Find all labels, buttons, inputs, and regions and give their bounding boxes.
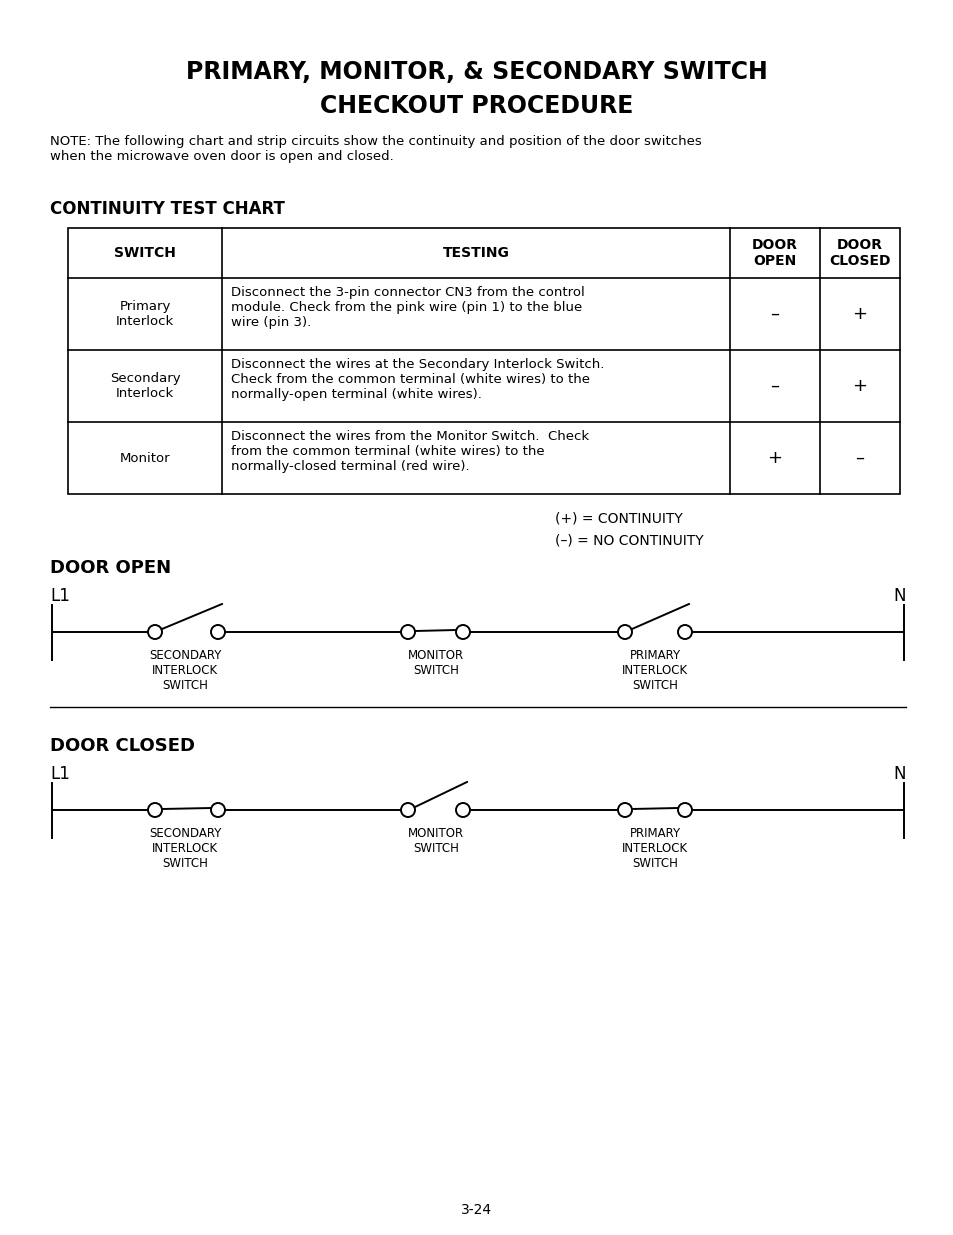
Text: –: – <box>770 305 779 324</box>
Text: SWITCH: SWITCH <box>114 246 175 261</box>
Text: –: – <box>770 377 779 395</box>
Text: DOOR
CLOSED: DOOR CLOSED <box>828 238 890 268</box>
Text: Secondary
Interlock: Secondary Interlock <box>110 372 180 400</box>
Text: +: + <box>852 305 866 324</box>
Text: CONTINUITY TEST CHART: CONTINUITY TEST CHART <box>50 200 285 219</box>
Text: –: – <box>855 450 863 467</box>
Text: PRIMARY
INTERLOCK
SWITCH: PRIMARY INTERLOCK SWITCH <box>621 650 687 692</box>
Text: NOTE: The following chart and strip circuits show the continuity and position of: NOTE: The following chart and strip circ… <box>50 135 701 163</box>
Text: 3-24: 3-24 <box>461 1203 492 1216</box>
Text: MONITOR
SWITCH: MONITOR SWITCH <box>408 827 463 855</box>
Text: DOOR
OPEN: DOOR OPEN <box>751 238 797 268</box>
Text: Disconnect the 3-pin connector CN3 from the control
module. Check from the pink : Disconnect the 3-pin connector CN3 from … <box>231 287 584 329</box>
Text: DOOR OPEN: DOOR OPEN <box>50 559 171 577</box>
Text: N: N <box>893 764 905 783</box>
Text: MONITOR
SWITCH: MONITOR SWITCH <box>408 650 463 677</box>
Bar <box>68 228 899 494</box>
Text: DOOR CLOSED: DOOR CLOSED <box>50 737 194 755</box>
Text: SECONDARY
INTERLOCK
SWITCH: SECONDARY INTERLOCK SWITCH <box>149 827 221 869</box>
Text: +: + <box>767 450 781 467</box>
Text: PRIMARY, MONITOR, & SECONDARY SWITCH: PRIMARY, MONITOR, & SECONDARY SWITCH <box>186 61 767 84</box>
Text: Disconnect the wires at the Secondary Interlock Switch.
Check from the common te: Disconnect the wires at the Secondary In… <box>231 358 604 401</box>
Text: L1: L1 <box>50 587 70 605</box>
Text: N: N <box>893 587 905 605</box>
Text: Disconnect the wires from the Monitor Switch.  Check
from the common terminal (w: Disconnect the wires from the Monitor Sw… <box>231 430 589 473</box>
Text: L1: L1 <box>50 764 70 783</box>
Text: Monitor: Monitor <box>119 452 171 464</box>
Text: TESTING: TESTING <box>442 246 509 261</box>
Text: CHECKOUT PROCEDURE: CHECKOUT PROCEDURE <box>320 94 633 119</box>
Text: (–) = NO CONTINUITY: (–) = NO CONTINUITY <box>555 534 703 548</box>
Text: SECONDARY
INTERLOCK
SWITCH: SECONDARY INTERLOCK SWITCH <box>149 650 221 692</box>
Text: (+) = CONTINUITY: (+) = CONTINUITY <box>555 513 682 526</box>
Text: +: + <box>852 377 866 395</box>
Text: Primary
Interlock: Primary Interlock <box>115 300 174 329</box>
Text: PRIMARY
INTERLOCK
SWITCH: PRIMARY INTERLOCK SWITCH <box>621 827 687 869</box>
